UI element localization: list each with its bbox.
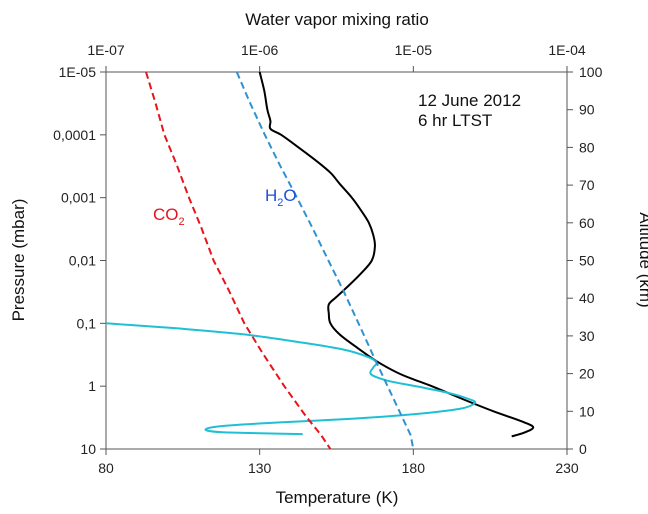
left-tick-label: 0,001 bbox=[61, 190, 96, 206]
co2-series-line bbox=[145, 71, 332, 450]
bottom-tick-label: 180 bbox=[402, 460, 426, 476]
left-tick-label: 0,01 bbox=[69, 253, 96, 269]
left-tick-label: 1E-05 bbox=[59, 64, 97, 80]
right-tick-label: 80 bbox=[579, 139, 595, 155]
date-annotation: 12 June 2012 bbox=[418, 91, 521, 110]
series-layer bbox=[105, 71, 535, 450]
co2-series-label: CO2 bbox=[153, 205, 185, 228]
series-line-0 bbox=[258, 71, 535, 438]
right-axis-title: Altitude (km) bbox=[636, 212, 648, 307]
bottom-tick-label: 80 bbox=[98, 460, 114, 476]
right-tick-label: 50 bbox=[579, 253, 595, 269]
co2-label-sub: 2 bbox=[179, 216, 185, 228]
top-tick-label: 1E-06 bbox=[241, 42, 279, 58]
left-axis-title: Pressure (mbar) bbox=[9, 199, 28, 322]
top-tick-label: 1E-05 bbox=[395, 42, 433, 58]
co2-label-main: CO bbox=[153, 205, 179, 224]
top-tick-label: 1E-04 bbox=[548, 42, 586, 58]
top-tick-label: 1E-07 bbox=[87, 42, 125, 58]
bottom-axis-title: Temperature (K) bbox=[276, 488, 399, 507]
left-tick-label: 1 bbox=[88, 378, 96, 394]
grid-layer bbox=[105, 71, 568, 450]
right-tick-label: 20 bbox=[579, 366, 595, 382]
right-tick-label: 90 bbox=[579, 102, 595, 118]
top-axis-title: Water vapor mixing ratio bbox=[245, 10, 429, 29]
left-tick-label: 10 bbox=[80, 441, 96, 457]
right-tick-label: 70 bbox=[579, 177, 595, 193]
h2o-series-label: H2O bbox=[265, 186, 297, 209]
right-tick-label: 40 bbox=[579, 290, 595, 306]
right-tick-label: 0 bbox=[579, 441, 587, 457]
right-tick-label: 30 bbox=[579, 328, 595, 344]
time-annotation: 6 hr LTST bbox=[418, 111, 492, 130]
plot-frame bbox=[105, 71, 568, 450]
right-tick-label: 100 bbox=[579, 64, 603, 80]
bottom-tick-label: 130 bbox=[248, 460, 272, 476]
h2o-label-end: O bbox=[283, 186, 296, 205]
h2o-label-sub: 2 bbox=[277, 197, 283, 209]
left-tick-label: 0,1 bbox=[77, 315, 97, 331]
h2o-label-main: H bbox=[265, 186, 277, 205]
right-tick-label: 10 bbox=[579, 403, 595, 419]
left-tick-label: 0,0001 bbox=[53, 127, 96, 143]
right-tick-label: 60 bbox=[579, 215, 595, 231]
series-line-1 bbox=[105, 322, 477, 436]
h2o-series-line bbox=[235, 71, 415, 450]
bottom-tick-label: 230 bbox=[555, 460, 579, 476]
